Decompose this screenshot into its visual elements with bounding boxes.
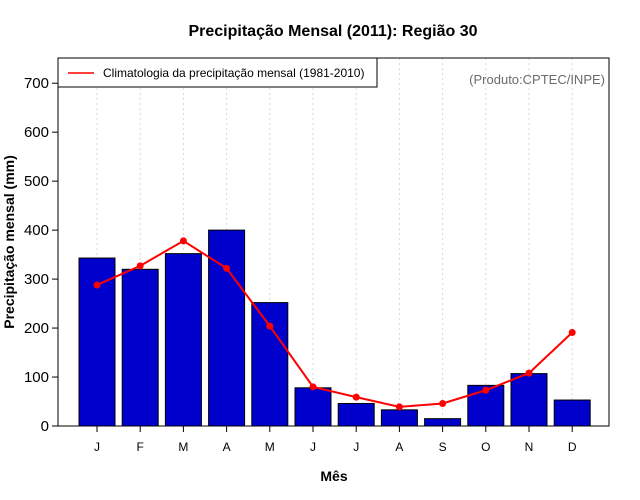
climatology-point-6	[352, 393, 360, 401]
climatology-point-9	[482, 386, 490, 394]
x-tick-label: M	[265, 440, 275, 454]
y-tick-label: 300	[24, 271, 49, 288]
x-tick-label: J	[353, 440, 359, 454]
y-tick-label: 600	[24, 124, 49, 141]
bar-5	[294, 387, 332, 427]
bar-10	[510, 373, 548, 427]
y-axis-label: Precipitação mensal (mm)	[1, 155, 17, 329]
climatology-point-5	[309, 383, 317, 391]
bar-6	[337, 402, 375, 427]
y-tick-label: 0	[41, 418, 49, 435]
climatology-point-11	[568, 328, 576, 336]
legend-box	[57, 57, 378, 88]
x-tick-label: D	[568, 440, 577, 454]
bar-11	[553, 399, 591, 427]
y-axis: 0 100 200 300 400 500 600 700	[24, 75, 59, 435]
climatology-line	[93, 237, 576, 411]
x-tick-label: S	[439, 440, 447, 454]
y-tick-label: 200	[24, 320, 49, 337]
x-tick-label: N	[525, 440, 534, 454]
x-tick-label: J	[310, 440, 316, 454]
climatology-point-3	[223, 264, 231, 272]
bar-2	[164, 253, 202, 427]
climatology-point-10	[525, 369, 533, 377]
bar-1	[121, 268, 159, 427]
x-axis-label: Mês	[320, 468, 347, 484]
x-tick-label: A	[395, 440, 403, 454]
climatology-point-7	[395, 403, 403, 411]
climatology-point-8	[439, 399, 447, 407]
x-tick-label: J	[94, 440, 100, 454]
climatology-point-4	[266, 322, 274, 330]
y-tick-label: 400	[24, 222, 49, 239]
legend-entry-climatology: Climatologia da precipitação mensal (198…	[103, 66, 364, 80]
climatology-polyline	[96, 239, 573, 408]
bar-4	[251, 302, 289, 427]
y-tick-label: 100	[24, 369, 49, 386]
y-tick-label: 700	[24, 75, 49, 92]
x-tick-label: A	[223, 440, 231, 454]
climatology-point-0	[93, 281, 101, 289]
x-tick-label: F	[137, 440, 144, 454]
x-tick-label: M	[178, 440, 188, 454]
bar-8	[424, 418, 462, 427]
x-tick-label: O	[481, 440, 490, 454]
bar-7	[380, 409, 418, 427]
source-annotation: (Produto:CPTEC/INPE)	[469, 72, 605, 87]
legend: Climatologia da precipitação mensal (198…	[57, 57, 378, 88]
bars	[78, 229, 591, 427]
climatology-point-1	[136, 262, 144, 270]
y-tick-label: 500	[24, 173, 49, 190]
climatology-point-2	[179, 237, 187, 245]
chart-title: Precipitação Mensal (2011): Região 30	[188, 23, 477, 40]
